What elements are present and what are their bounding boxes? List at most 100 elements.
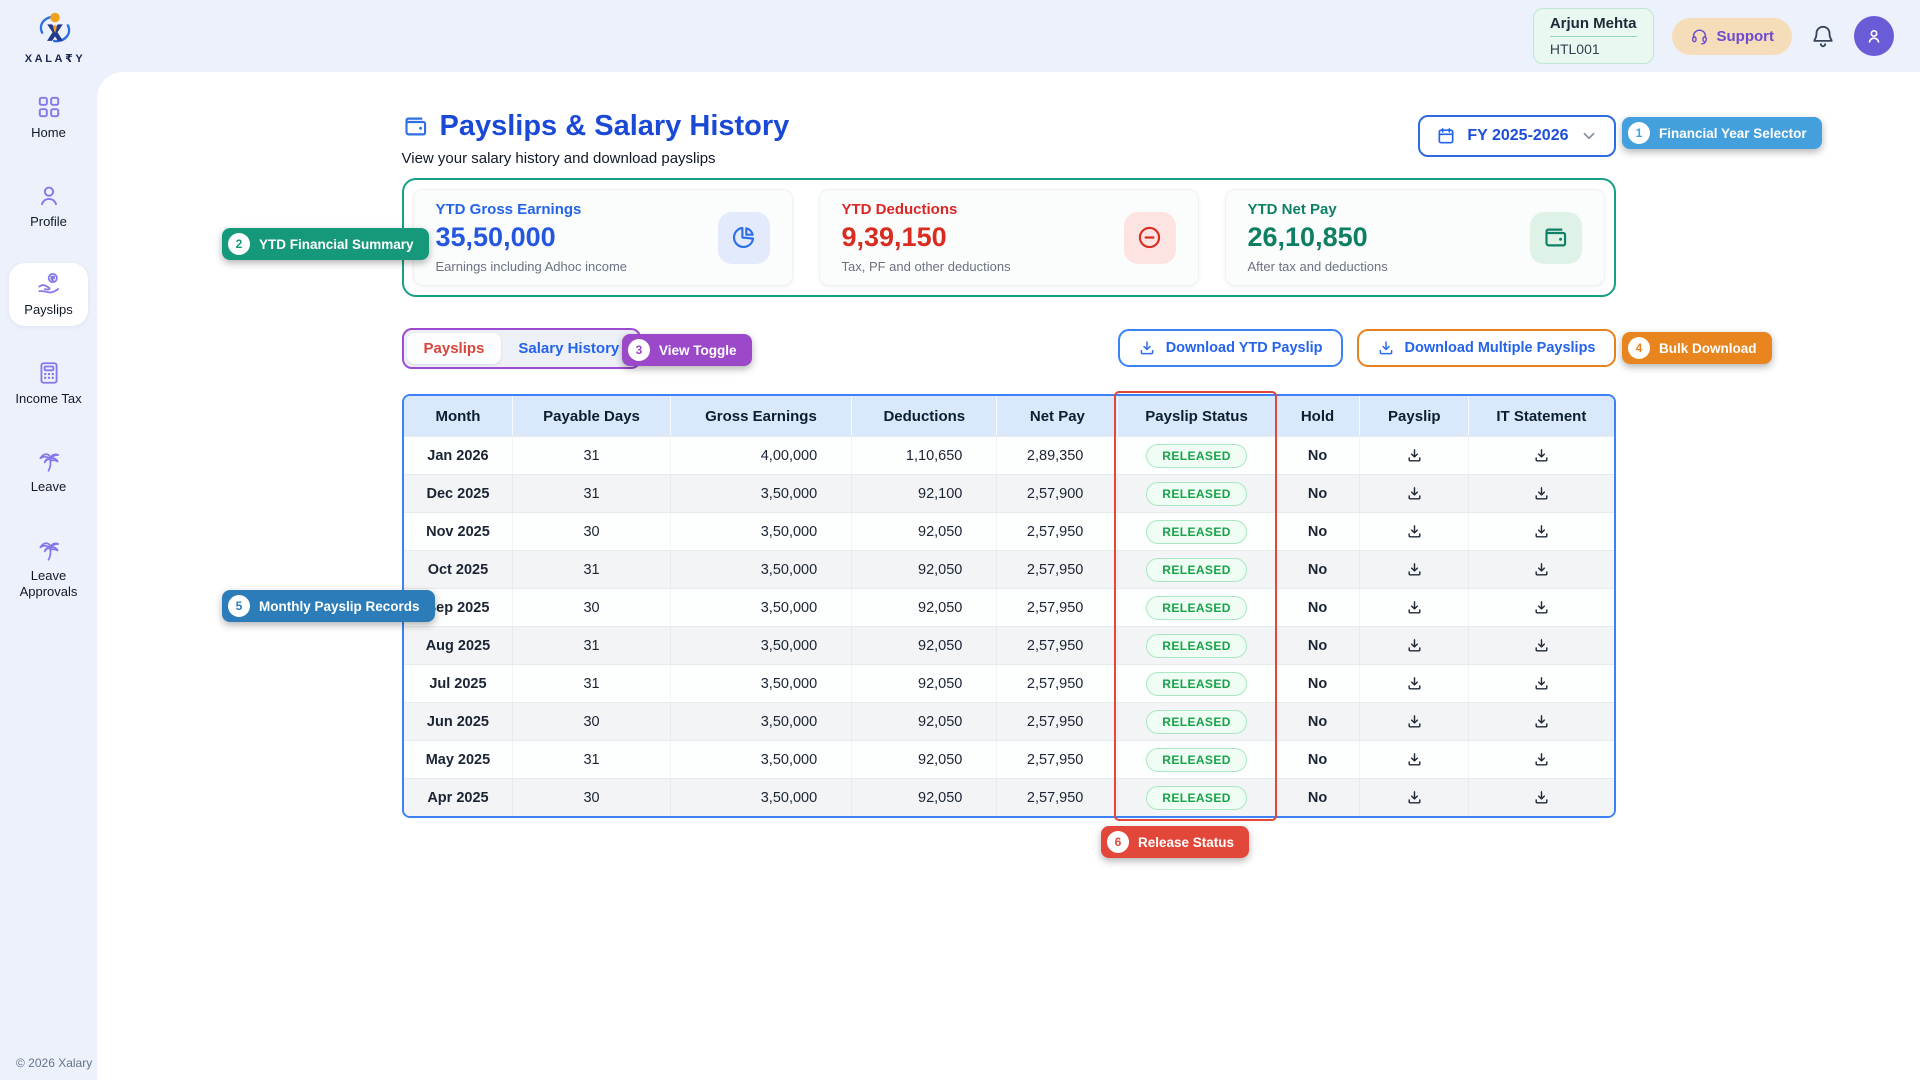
page-subtitle: View your salary history and download pa… xyxy=(401,150,716,167)
controls-row: Payslips Salary History Download YTD Pay… xyxy=(401,327,1616,369)
cell-payable-days: 31 xyxy=(512,665,669,702)
it-statement-download-button[interactable] xyxy=(1529,710,1553,734)
cell-it-statement-download xyxy=(1468,741,1613,778)
table-header-row: Month Payable Days Gross Earnings Deduction… xyxy=(403,396,1614,436)
employee-id: HTL001 xyxy=(1549,41,1600,57)
download-multiple-payslips-button[interactable]: Download Multiple Payslips xyxy=(1356,329,1616,367)
support-button[interactable]: Support xyxy=(1671,17,1792,55)
cell-it-statement-download xyxy=(1468,551,1613,588)
cell-it-statement-download xyxy=(1468,779,1613,816)
cell-net-pay: 2,57,950 xyxy=(996,665,1117,702)
payslip-download-button[interactable] xyxy=(1402,786,1426,810)
cell-payslip-download xyxy=(1359,513,1468,550)
cell-it-statement-download xyxy=(1468,475,1613,512)
status-badge: RELEASED xyxy=(1146,785,1247,810)
sidebar-item-income-tax[interactable]: Income Tax xyxy=(9,352,88,415)
page-title: Payslips & Salary History xyxy=(402,110,789,143)
download-icon xyxy=(1406,523,1423,540)
cell-payable-days: 30 xyxy=(512,513,669,550)
profile-avatar[interactable] xyxy=(1854,16,1894,56)
download-icon xyxy=(1406,751,1423,768)
summary-card-ytd-net-pay: YTD Net Pay 26,10,850 After tax and dedu… xyxy=(1224,189,1605,286)
cell-net-pay: 2,57,950 xyxy=(996,551,1117,588)
content-column: Payslips & Salary History View your sala… xyxy=(401,72,1616,821)
it-statement-download-button[interactable] xyxy=(1529,672,1553,696)
payslip-download-button[interactable] xyxy=(1402,520,1426,544)
it-statement-download-button[interactable] xyxy=(1529,444,1553,468)
download-icon xyxy=(1533,523,1550,540)
brand-logo[interactable]: XALA₹Y xyxy=(12,7,98,65)
payslip-download-button[interactable] xyxy=(1402,444,1426,468)
it-statement-download-button[interactable] xyxy=(1529,482,1553,506)
column-header-payable-days: Payable Days xyxy=(512,396,669,436)
sidebar-item-leave[interactable]: Leave xyxy=(9,440,88,503)
payslip-download-button[interactable] xyxy=(1402,748,1426,772)
annotation-financial-year-selector: 1 Financial Year Selector xyxy=(1622,117,1822,149)
grid-icon xyxy=(36,94,62,120)
it-statement-download-button[interactable] xyxy=(1529,520,1553,544)
headset-icon xyxy=(1690,27,1709,46)
status-badge: RELEASED xyxy=(1146,595,1247,620)
download-ytd-payslip-button[interactable]: Download YTD Payslip xyxy=(1117,329,1343,367)
payslip-download-button[interactable] xyxy=(1402,634,1426,658)
annotation-monthly-payslip-records: 5 Monthly Payslip Records xyxy=(222,590,435,622)
table-row: Dec 2025 31 3,50,000 92,100 2,57,900 REL… xyxy=(403,474,1614,512)
calendar-icon xyxy=(1436,126,1456,146)
tab-payslips[interactable]: Payslips xyxy=(406,332,502,364)
download-icon xyxy=(1533,599,1550,616)
sidebar-item-leave-approvals[interactable]: Leave Approvals xyxy=(9,529,88,607)
summary-card-ytd-deductions: YTD Deductions 9,39,150 Tax, PF and othe… xyxy=(818,189,1199,286)
cell-net-pay: 2,57,950 xyxy=(996,513,1117,550)
summary-card-icon-box xyxy=(717,211,770,264)
cell-payable-days: 31 xyxy=(512,437,669,474)
cell-month: Jul 2025 xyxy=(429,675,487,692)
it-statement-download-button[interactable] xyxy=(1529,634,1553,658)
cell-payslip-download xyxy=(1359,627,1468,664)
it-statement-download-button[interactable] xyxy=(1529,748,1553,772)
cell-net-pay: 2,57,900 xyxy=(996,475,1117,512)
rupee-hand-icon xyxy=(36,271,62,297)
cell-gross-earnings: 3,50,000 xyxy=(669,627,852,664)
cell-payslip-download xyxy=(1359,437,1468,474)
status-badge: RELEASED xyxy=(1146,519,1247,544)
payslip-download-button[interactable] xyxy=(1402,482,1426,506)
download-icon xyxy=(1533,485,1550,502)
sidebar: Home Profile Payslips Income Tax Leave Leave … xyxy=(0,72,97,1080)
cell-hold: No xyxy=(1274,551,1360,588)
payslip-download-button[interactable] xyxy=(1402,558,1426,582)
notifications-button[interactable] xyxy=(1810,23,1836,49)
summary-card-value: 9,39,150 xyxy=(841,222,947,252)
download-icon xyxy=(1406,599,1423,616)
column-header-payslip: Payslip xyxy=(1359,396,1468,436)
cell-month: Dec 2025 xyxy=(426,485,490,502)
cell-payslip-status: RELEASED xyxy=(1117,589,1274,626)
column-header-deductions: Deductions xyxy=(851,396,996,436)
status-badge: RELEASED xyxy=(1146,481,1247,506)
cell-net-pay: 2,57,950 xyxy=(996,779,1117,816)
payslip-download-button[interactable] xyxy=(1402,672,1426,696)
summary-card-label: YTD Deductions xyxy=(841,201,958,218)
sidebar-item-payslips[interactable]: Payslips xyxy=(9,263,88,326)
tab-salary-history[interactable]: Salary History xyxy=(501,333,636,364)
download-icon xyxy=(1406,637,1423,654)
cell-gross-earnings: 3,50,000 xyxy=(669,589,852,626)
palm-icon xyxy=(36,537,62,563)
financial-year-dropdown[interactable]: FY 2025-2026 xyxy=(1418,115,1616,157)
sidebar-item-home[interactable]: Home xyxy=(9,86,88,149)
it-statement-download-button[interactable] xyxy=(1529,596,1553,620)
summary-card-value: 26,10,850 xyxy=(1247,222,1368,252)
summary-card-label: YTD Net Pay xyxy=(1247,201,1337,218)
download-icon xyxy=(1406,713,1423,730)
copyright-footer: © 2026 Xalary xyxy=(16,1056,93,1070)
cell-gross-earnings: 3,50,000 xyxy=(669,551,852,588)
sidebar-item-profile[interactable]: Profile xyxy=(9,175,88,238)
payslip-download-button[interactable] xyxy=(1402,710,1426,734)
cell-payable-days: 30 xyxy=(512,589,669,626)
payslip-download-button[interactable] xyxy=(1402,596,1426,620)
cell-payslip-download xyxy=(1359,475,1468,512)
download-icon xyxy=(1377,339,1395,357)
summary-card-icon-box xyxy=(1123,211,1176,264)
it-statement-download-button[interactable] xyxy=(1529,558,1553,582)
chevron-down-icon xyxy=(1580,127,1598,145)
it-statement-download-button[interactable] xyxy=(1529,786,1553,810)
